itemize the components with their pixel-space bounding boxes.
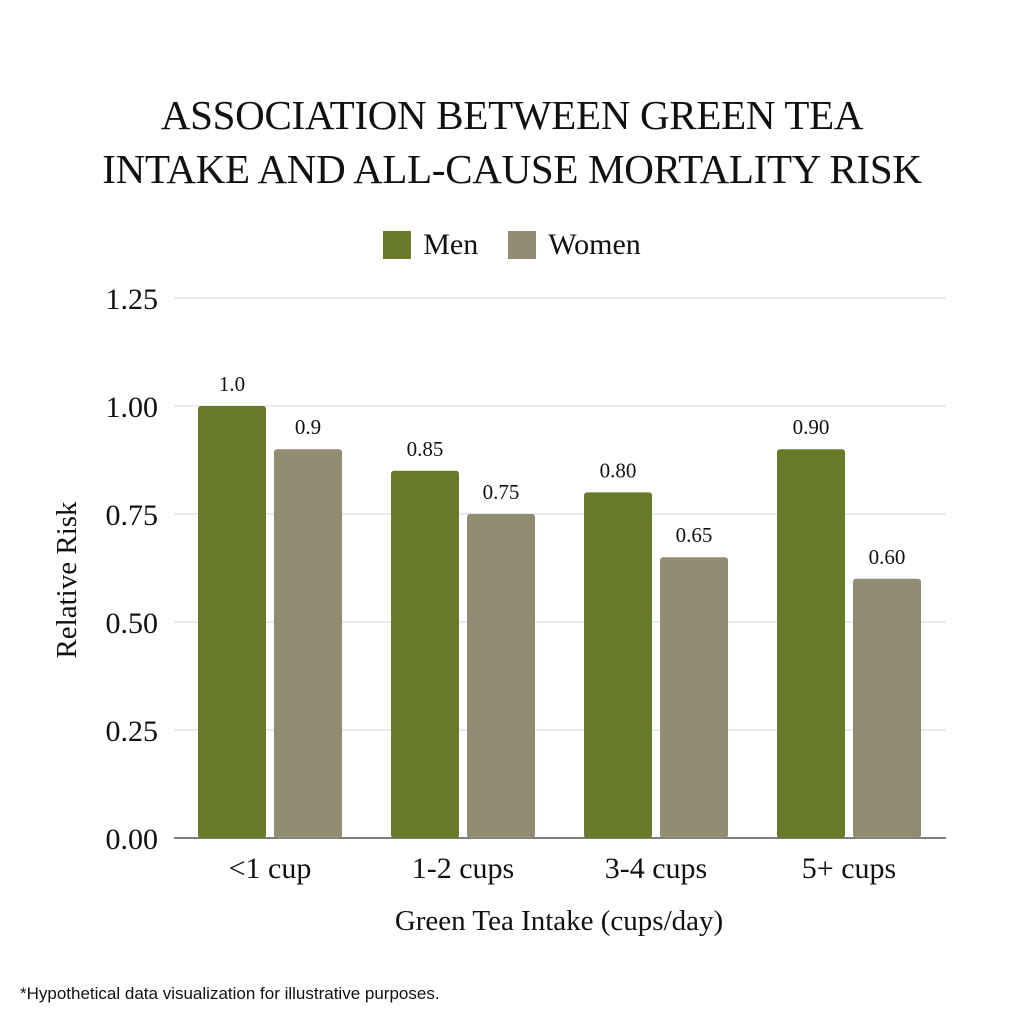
bar-women-1 (467, 514, 535, 838)
bar-women-0 (274, 449, 342, 838)
y-tick-label: 0.50 (106, 607, 159, 640)
y-axis-label: Relative Risk (51, 501, 83, 659)
y-tick-label: 0.00 (106, 823, 159, 856)
bar-men-3 (777, 449, 845, 838)
x-tick-label: 5+ cups (802, 852, 896, 885)
data-label: 0.9 (295, 415, 321, 439)
legend-swatch-women (508, 231, 537, 259)
data-label: 0.90 (793, 415, 830, 439)
data-label: 1.0 (219, 372, 245, 396)
bar-men-2 (584, 492, 652, 838)
bar-women-3 (853, 578, 921, 838)
x-tick-label: 1-2 cups (412, 852, 514, 885)
legend-label-women: Women (548, 228, 641, 261)
bar-men-1 (391, 470, 459, 838)
chart-title: ASSOCIATION BETWEEN GREEN TEA INTAKE AND… (0, 88, 1024, 196)
y-tick-label: 0.75 (106, 499, 159, 532)
data-label: 0.80 (600, 458, 637, 482)
data-label: 0.65 (676, 523, 713, 547)
legend-swatch-men (383, 231, 412, 259)
y-tick-label: 0.25 (106, 715, 159, 748)
y-tick-label: 1.00 (106, 391, 159, 424)
data-label: 0.75 (483, 480, 520, 504)
x-tick-label: <1 cup (229, 852, 312, 885)
chart-legend: Men Women (0, 228, 1024, 262)
chart-title-line-2: INTAKE AND ALL-CAUSE MORTALITY RISK (102, 146, 922, 192)
footnote: *Hypothetical data visualization for ill… (20, 984, 440, 1003)
data-label: 0.60 (869, 545, 906, 569)
bar-women-2 (660, 557, 728, 838)
legend-item-men: Men (383, 228, 478, 262)
x-axis-label: Green Tea Intake (cups/day) (395, 905, 723, 937)
bar-men-0 (198, 406, 266, 838)
data-label: 0.85 (407, 437, 444, 461)
legend-label-men: Men (423, 228, 479, 261)
x-tick-label: 3-4 cups (605, 852, 707, 885)
chart-title-line-1: ASSOCIATION BETWEEN GREEN TEA (160, 92, 864, 138)
y-tick-label: 1.25 (106, 283, 159, 316)
legend-item-women: Women (508, 228, 641, 262)
